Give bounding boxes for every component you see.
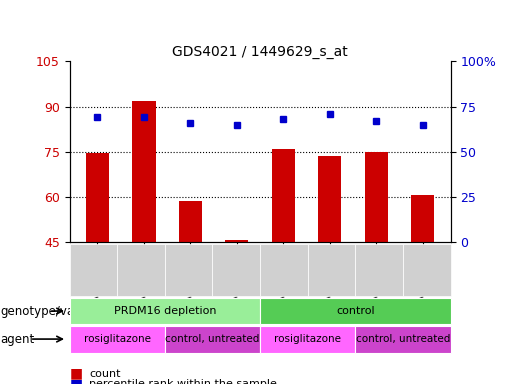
Text: rosiglitazone: rosiglitazone (274, 334, 341, 344)
Text: control, untreated: control, untreated (165, 334, 260, 344)
Text: agent: agent (1, 333, 35, 346)
Bar (86, 153, 109, 242)
Text: control: control (336, 306, 374, 316)
Bar (272, 149, 295, 242)
Title: GDS4021 / 1449629_s_at: GDS4021 / 1449629_s_at (172, 45, 348, 59)
Bar (365, 152, 388, 242)
Text: control, untreated: control, untreated (356, 334, 450, 344)
Text: ■: ■ (70, 377, 82, 384)
Text: rosiglitazone: rosiglitazone (83, 334, 151, 344)
Text: PRDM16 depletion: PRDM16 depletion (113, 306, 216, 316)
Bar (179, 201, 202, 242)
Bar (132, 101, 156, 242)
Text: percentile rank within the sample: percentile rank within the sample (89, 379, 277, 384)
Text: genotype/variation: genotype/variation (1, 305, 113, 318)
Bar (411, 195, 434, 242)
Bar (318, 156, 341, 242)
Bar (225, 240, 248, 242)
Text: ■: ■ (70, 367, 82, 381)
Text: count: count (89, 369, 121, 379)
